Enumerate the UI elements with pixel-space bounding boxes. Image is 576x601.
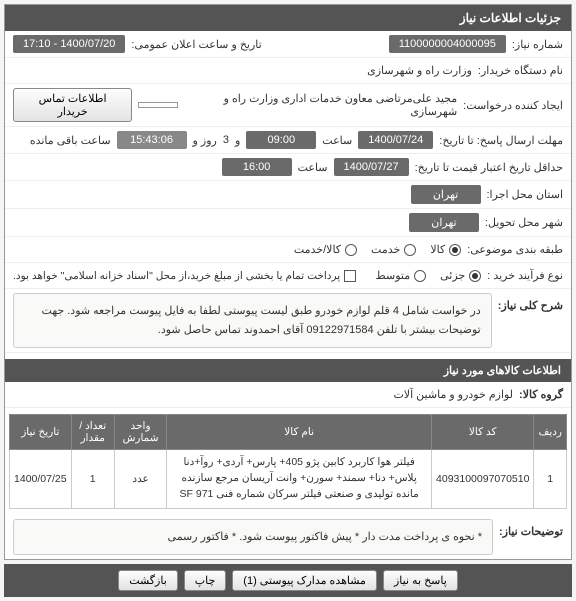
th-code: کد کالا [432, 415, 534, 450]
radio-goods-service[interactable]: کالا/خدمت [294, 243, 357, 256]
remain-label: ساعت باقی مانده [30, 134, 111, 147]
radio-service[interactable]: خدمت [371, 243, 416, 256]
table-row: 1 4093100097070510 فیلتر هوا کاربرد کابی… [10, 450, 567, 508]
credit-exp-label: حداقل تاریخ اعتبار قیمت تا تاریخ: [415, 161, 563, 174]
and-label: و [235, 134, 240, 147]
radio-goods[interactable]: کالا [430, 243, 461, 256]
deadline-date: 1400/07/24 [358, 131, 433, 149]
desc-text: در خواست شامل 4 قلم لوازم خودرو طبق لیست… [13, 293, 492, 348]
radio-partial-label: جزئی [440, 269, 465, 282]
exec-loc-label: استان محل اجرا: [487, 188, 564, 201]
cell-code: 4093100097070510 [432, 450, 534, 508]
at-label-1: ساعت [322, 134, 352, 147]
cell-unit: عدد [114, 450, 166, 508]
th-row: ردیف [534, 415, 567, 450]
announce-label: تاریخ و ساعت اعلان عمومی: [131, 38, 261, 51]
need-no-label: شماره نیاز: [512, 38, 563, 51]
deadline-days: 3 [223, 134, 229, 146]
creator-label: ایجاد کننده درخواست: [463, 99, 563, 112]
print-button[interactable]: چاپ [184, 570, 227, 591]
cell-qty: 1 [71, 450, 114, 508]
desc-label: شرح کلی نیاز: [498, 293, 563, 312]
radio-medium-label: متوسط [376, 269, 411, 282]
th-date: تاریخ نیاز [10, 415, 72, 450]
deliver-city-label: شهر محل تحویل: [485, 216, 563, 229]
announce-value: 1400/07/20 - 17:10 [13, 35, 125, 53]
th-name: نام کالا [167, 415, 432, 450]
footer-toolbar: پاسخ به نیاز مشاهده مدارک پیوستی (1) چاپ… [4, 564, 572, 597]
view-docs-button[interactable]: مشاهده مدارک پیوستی (1) [232, 570, 377, 591]
cell-name: فیلتر هوا کاربرد کابین پژو 405+ پارس+ آر… [167, 450, 432, 508]
purchase-type-label: نوع فرآیند خرید : [487, 269, 563, 282]
creator-extra-input[interactable] [138, 102, 178, 108]
classify-radio-group: کالا خدمت کالا/خدمت [294, 243, 461, 256]
radio-service-label: خدمت [371, 243, 400, 256]
purchase-type-radio-group: جزئی متوسط [376, 269, 482, 282]
back-button[interactable]: بازگشت [118, 570, 178, 591]
radio-medium[interactable]: متوسط [376, 269, 427, 282]
th-qty: تعداد / مقدار [71, 415, 114, 450]
group-value: لوازم خودرو و ماشین آلات [393, 388, 513, 401]
buyer-org-label: نام دستگاه خریدار: [478, 64, 563, 77]
need-no-value: 1100000004000095 [389, 35, 506, 53]
cell-row: 1 [534, 450, 567, 508]
group-label: گروه کالا: [519, 388, 563, 401]
reply-button[interactable]: پاسخ به نیاز [383, 570, 458, 591]
extra-desc-text: * نحوه ی پرداخت مدت دار * پیش فاکتور پیو… [13, 519, 493, 556]
exec-loc-value: تهران [411, 185, 481, 204]
deadline-remain: 15:43:06 [117, 131, 187, 149]
day-label: روز و [193, 134, 217, 147]
contact-buyer-button[interactable]: اطلاعات تماس خریدار [13, 88, 132, 122]
panel-title: جزئیات اطلاعات نیاز [5, 5, 571, 31]
radio-goods-label: کالا [430, 243, 445, 256]
radio-goods-service-label: کالا/خدمت [294, 243, 341, 256]
deliver-city-value: تهران [409, 213, 479, 232]
need-details-panel: جزئیات اطلاعات نیاز شماره نیاز: 11000000… [4, 4, 572, 560]
items-section-title: اطلاعات کالاهای مورد نیاز [5, 359, 571, 382]
pay-note-check[interactable]: پرداخت تمام یا بخشی از مبلغ خرید،از محل … [13, 270, 356, 282]
radio-partial[interactable]: جزئی [440, 269, 481, 282]
deadline-time: 09:00 [246, 131, 316, 149]
at-label-2: ساعت [298, 161, 328, 174]
cell-date: 1400/07/25 [10, 450, 72, 508]
classify-label: طبقه بندی موضوعی: [467, 243, 563, 256]
deadline-label: مهلت ارسال پاسخ: تا تاریخ: [439, 134, 563, 147]
th-unit: واحد شمارش [114, 415, 166, 450]
items-table: ردیف کد کالا نام کالا واحد شمارش تعداد /… [9, 414, 567, 508]
credit-time: 16:00 [222, 158, 292, 176]
creator-value: مجید علی‌مرتاضی معاون خدمات اداری وزارت … [184, 92, 457, 118]
buyer-org-value: وزارت راه و شهرسازی [367, 64, 472, 77]
pay-note-text: پرداخت تمام یا بخشی از مبلغ خرید،از محل … [13, 270, 340, 282]
credit-date: 1400/07/27 [334, 158, 409, 176]
extra-desc-label: توضیحات نیاز: [499, 519, 563, 538]
